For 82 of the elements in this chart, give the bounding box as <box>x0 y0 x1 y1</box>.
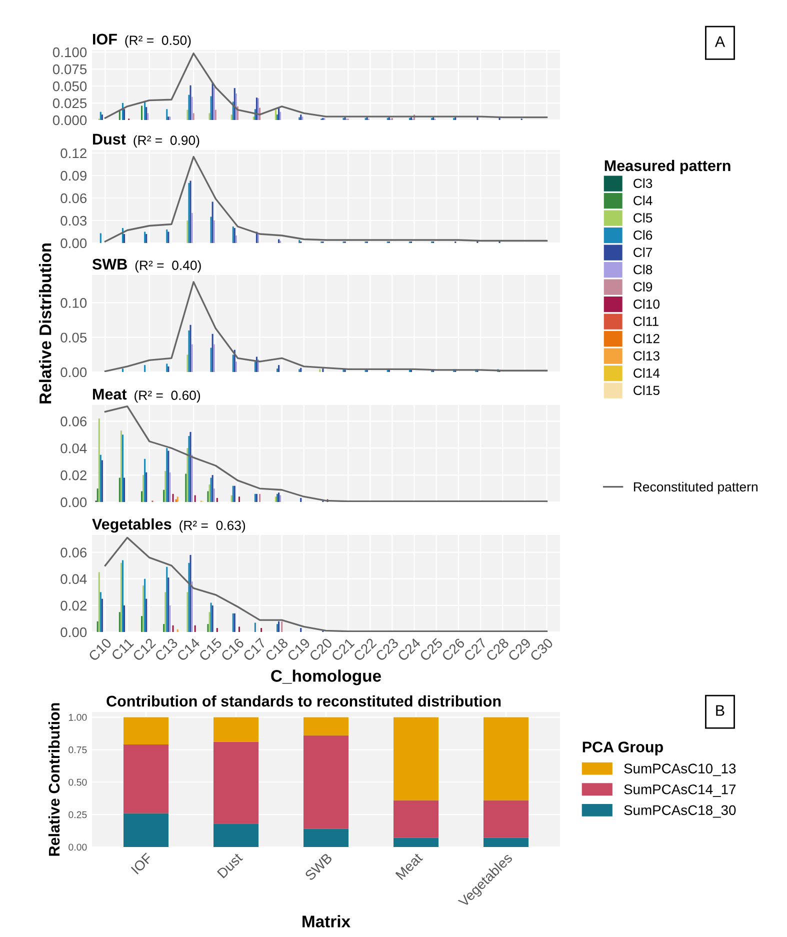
chart-subtitle: (R² = 0.50) <box>125 35 191 48</box>
legend-title: PCA Group <box>582 742 663 756</box>
x-tick-label: C30 <box>529 638 554 662</box>
chart-subtitle: (R² = 0.63) <box>180 520 246 533</box>
legend-label: SumPCAsC14_17 <box>624 784 736 797</box>
text: A <box>714 36 726 47</box>
x-tick-label: C23 <box>374 638 400 662</box>
x-tick-label: C14 <box>176 637 200 662</box>
legend-label: Cl13 <box>634 350 660 361</box>
y-tick-label: 0.50 <box>68 778 87 786</box>
y-tick-label: 0.02 <box>60 600 86 611</box>
legend-label: SumPCAsC18_30 <box>624 805 736 818</box>
legend-label: SumPCAsC10_13 <box>624 764 736 776</box>
chart-title: Contribution of standards to reconstituted distribution <box>106 695 501 707</box>
x-tick-label: C21 <box>330 638 355 662</box>
y-tick-label: 0.06 <box>60 416 87 426</box>
x-tick-label: C18 <box>264 638 289 662</box>
legend-label: Cl15 <box>634 385 660 396</box>
legend-label: Cl10 <box>634 299 660 309</box>
y-tick-label: 0.25 <box>68 811 87 818</box>
legend-label: Cl14 <box>634 368 660 378</box>
y-tick-label: 0.00 <box>60 627 87 638</box>
chart-subtitle: (R² = 0.90) <box>134 135 200 148</box>
x-tick-label: IOF <box>130 852 153 875</box>
legend-label: Cl7 <box>634 247 652 258</box>
x-tick-label: C20 <box>308 638 333 662</box>
x-tick-label: C25 <box>419 638 444 662</box>
y-tick-label: 0.00 <box>60 367 87 378</box>
x-tick-label: C15 <box>198 638 222 662</box>
y-axis-title: Relative Contribution <box>48 703 60 856</box>
y-tick-label: 0.03 <box>60 216 87 226</box>
y-tick-label: 0.02 <box>60 470 86 480</box>
x-tick-label: C19 <box>286 638 311 662</box>
legend-title: Measured pattern <box>604 160 730 174</box>
x-tick-label: C29 <box>507 638 532 662</box>
legend-label: Cl5 <box>634 212 652 223</box>
y-tick-label: 0.00 <box>60 238 87 248</box>
chart-subtitle: (R² = 0.40) <box>135 260 201 273</box>
y-tick-label: 0.050 <box>52 81 87 92</box>
y-tick-label: 0.75 <box>68 746 87 754</box>
legend-label: Cl3 <box>634 178 652 188</box>
chart-title: Dust <box>93 134 126 145</box>
y-tick-label: 0.025 <box>52 98 87 108</box>
y-tick-label: 0.04 <box>60 574 87 584</box>
legend-label: Cl4 <box>634 196 652 206</box>
text: B <box>716 705 724 716</box>
chart-title: IOF <box>93 34 117 45</box>
x-tick-label: C24 <box>397 637 422 662</box>
y-tick-label: 0.000 <box>52 115 87 126</box>
chart-title: SWB <box>92 258 127 270</box>
x-axis-title: Matrix <box>302 915 350 928</box>
y-tick-label: 0.10 <box>60 298 87 308</box>
legend-label: Cl11 <box>634 316 658 326</box>
chart-subtitle: (R² = 0.60) <box>134 390 200 403</box>
y-tick-label: 0.12 <box>60 148 86 158</box>
y-tick-label: 0.05 <box>60 332 87 343</box>
x-tick-label: C17 <box>242 638 266 662</box>
x-axis-title: C_homologue <box>271 670 381 686</box>
x-tick-label: C26 <box>441 638 466 662</box>
legend-label: Cl12 <box>634 334 660 344</box>
y-tick-label: 0.00 <box>60 497 87 508</box>
x-tick-label: C11 <box>110 638 134 661</box>
legend-label: Cl6 <box>634 230 652 240</box>
chart-title: Meat <box>93 388 127 400</box>
y-tick-label: 1.00 <box>68 714 87 721</box>
legend-label: Cl8 <box>634 264 652 274</box>
y-tick-label: 0.06 <box>60 548 87 558</box>
y-tick-label: 0.06 <box>60 193 87 204</box>
y-tick-label: 0.09 <box>60 170 86 181</box>
y-axis-title: Relative Distribution <box>39 243 52 404</box>
legend-label: Reconstituted pattern <box>634 482 758 494</box>
y-tick-label: 0.00 <box>68 844 87 851</box>
x-tick-label: C27 <box>463 638 488 662</box>
y-tick-label: 0.04 <box>60 443 87 454</box>
legend-label: Cl9 <box>634 282 652 292</box>
y-tick-label: 0.075 <box>52 64 87 74</box>
x-tick-label: C22 <box>352 638 377 662</box>
y-tick-label: 0.100 <box>52 47 87 58</box>
x-tick-label: C16 <box>220 638 244 662</box>
x-tick-label: C10 <box>88 638 112 662</box>
x-tick-label: C28 <box>485 638 510 662</box>
chart-title: Vegetables <box>92 518 172 533</box>
